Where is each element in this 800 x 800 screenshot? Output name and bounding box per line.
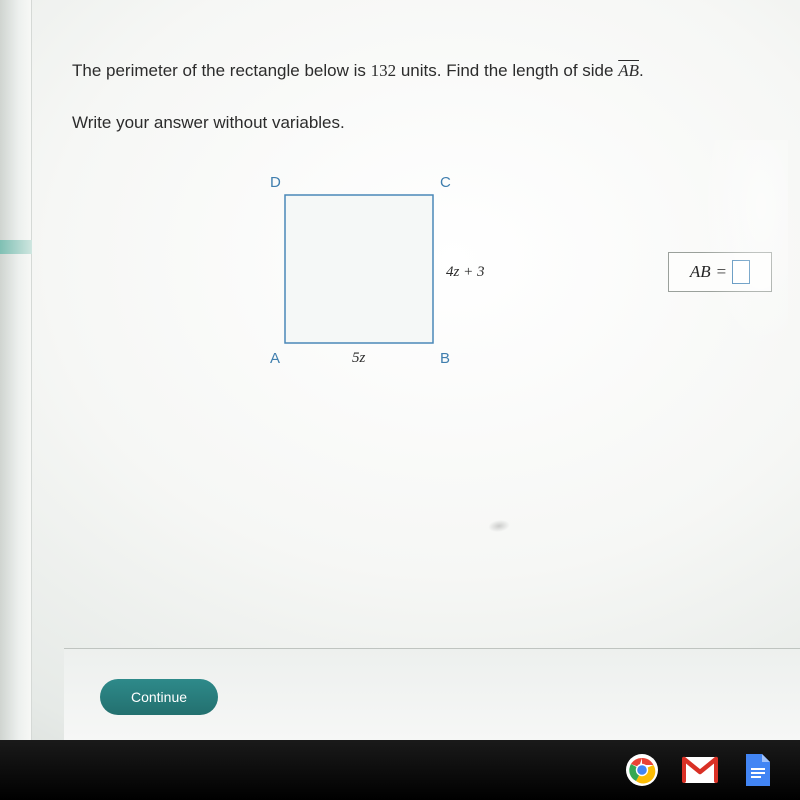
- continue-button[interactable]: Continue: [100, 679, 218, 715]
- chrome-icon[interactable]: [624, 752, 660, 788]
- rectangle-diagram: D C A B 5z 4z + 3: [262, 170, 462, 370]
- screen-smudge: [487, 519, 510, 534]
- taskbar: [0, 740, 800, 800]
- rectangle-shape: [284, 194, 434, 344]
- content-area: The perimeter of the rectangle below is …: [32, 0, 800, 740]
- vertex-c: C: [440, 174, 451, 191]
- problem-line-2: Write your answer without variables.: [72, 110, 772, 136]
- problem-text-pre: The perimeter of the rectangle below is: [72, 61, 371, 80]
- vertex-b: B: [440, 350, 450, 367]
- gmail-icon[interactable]: [682, 752, 718, 788]
- rectangle: [285, 195, 433, 343]
- side-label-right: 4z + 3: [446, 264, 516, 281]
- docs-icon[interactable]: [740, 752, 776, 788]
- gutter-accent: [0, 240, 32, 254]
- answer-eq: =: [717, 262, 727, 282]
- answer-box: AB =: [668, 252, 772, 292]
- side-label-bottom: 5z: [352, 350, 365, 367]
- problem-text-post: .: [639, 61, 644, 80]
- screen-glare: [698, 140, 788, 360]
- perimeter-value: 132: [371, 61, 397, 80]
- problem-text-mid: units. Find the length of side: [396, 61, 618, 80]
- page-left-gutter: [0, 0, 32, 740]
- problem-line-1: The perimeter of the rectangle below is …: [72, 58, 772, 84]
- vertex-d: D: [270, 174, 281, 191]
- vertex-a: A: [270, 350, 280, 367]
- problem-text: The perimeter of the rectangle below is …: [72, 58, 772, 135]
- bottom-bar: Continue: [64, 648, 800, 740]
- answer-input[interactable]: [732, 260, 750, 284]
- segment-name: AB: [618, 61, 639, 80]
- screen-frame: The perimeter of the rectangle below is …: [0, 0, 800, 800]
- answer-lhs: AB: [690, 262, 711, 282]
